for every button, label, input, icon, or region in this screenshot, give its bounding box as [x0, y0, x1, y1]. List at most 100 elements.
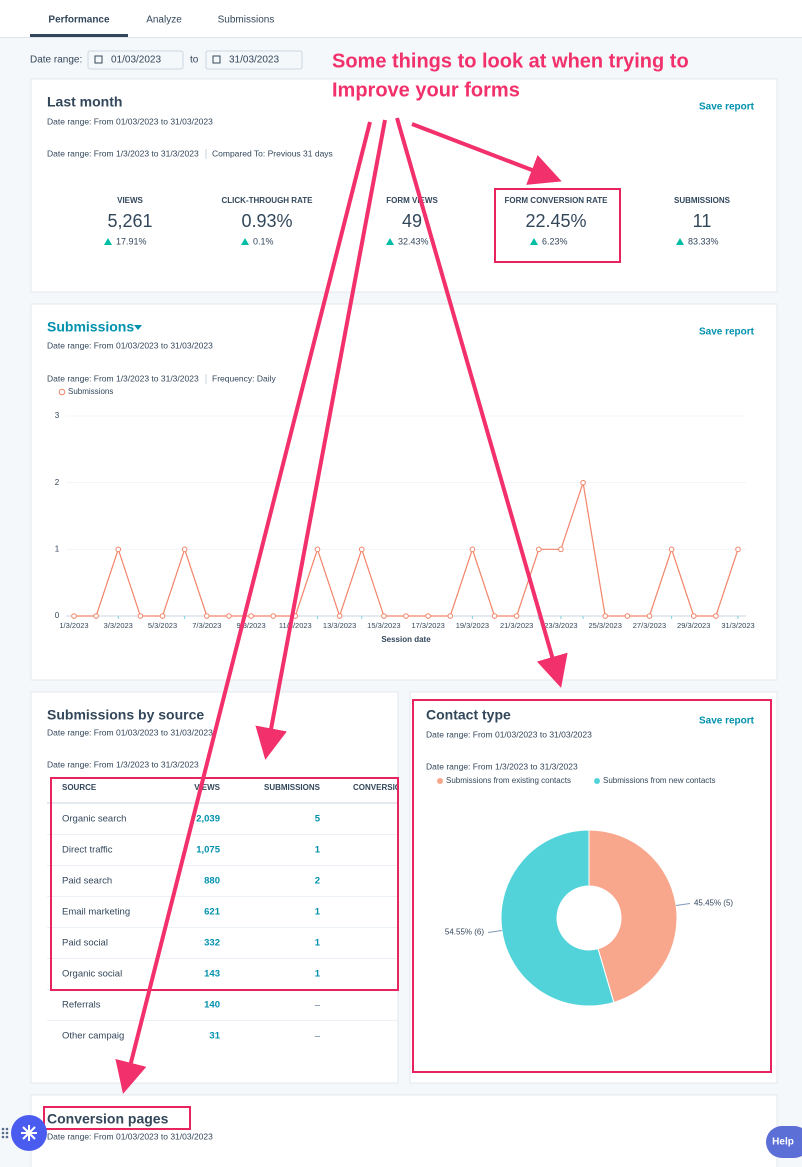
kpi-value: 5,261	[107, 211, 152, 231]
x-tick-label: 13/3/2023	[323, 621, 356, 630]
kpi-label: CLICK-THROUGH RATE	[222, 196, 314, 205]
date-range-label: Date range:	[30, 55, 82, 66]
date-from: 01/03/2023	[111, 55, 161, 66]
cell[interactable]: 1	[315, 845, 321, 856]
row-label: Organic search	[62, 814, 126, 825]
data-point	[491, 613, 498, 619]
tab-bar	[0, 0, 802, 38]
legend-label: Submissions from new contacts	[603, 776, 716, 785]
date-separator: to	[190, 55, 199, 66]
data-point	[93, 613, 99, 619]
row-label: Referrals	[62, 1000, 101, 1011]
x-tick-label: 9/3/2023	[236, 621, 265, 630]
data-point	[713, 613, 719, 619]
card	[30, 691, 399, 1084]
data-point	[425, 613, 431, 619]
slice	[500, 829, 615, 1007]
kpi-change: 17.91%	[116, 236, 147, 246]
data-point	[381, 613, 387, 619]
column-header[interactable]: SUBMISSIONS	[264, 783, 321, 792]
date-range: Date range: From 01/03/2023 to 31/03/202…	[47, 340, 213, 350]
kpi-label: VIEWS	[117, 196, 143, 205]
cell[interactable]: 1	[315, 938, 321, 949]
kpi-value: 0.93%	[241, 211, 292, 231]
data-point	[159, 613, 166, 619]
cell[interactable]: 2	[315, 876, 320, 887]
row-label: Email marketing	[62, 907, 130, 918]
data-point	[137, 613, 144, 619]
cell[interactable]: 621	[204, 907, 221, 918]
cell[interactable]: 1,075	[196, 845, 220, 856]
table: SOURCE VIEWS SUBMISSIONS CONVERSION RATE Org…	[47, 783, 431, 1042]
tab[interactable]: Submissions	[218, 15, 275, 26]
cell[interactable]: 1	[315, 907, 321, 918]
save-report[interactable]: Save report	[699, 327, 755, 338]
x-tick-label: 31/3/2023	[721, 621, 754, 630]
cell[interactable]: 880	[204, 876, 220, 887]
x-tick-label: 29/3/2023	[677, 621, 710, 630]
row-label: Paid search	[62, 876, 112, 887]
date-input[interactable]	[205, 50, 303, 70]
drag-handle[interactable]	[1, 1127, 9, 1139]
cell[interactable]: 332	[204, 938, 220, 949]
data-point	[513, 613, 520, 619]
kpi-label: FORM VIEWS	[386, 196, 438, 205]
arrow	[411, 122, 562, 185]
data-point	[403, 613, 409, 619]
slice-label: 54.55% (6)	[445, 928, 484, 937]
annotation-text: Improve your forms	[332, 79, 520, 101]
filter-range: Date range: From 1/3/2023 to 31/3/2023	[47, 759, 199, 769]
cell[interactable]: –	[315, 1000, 321, 1011]
help-button[interactable]	[766, 1126, 802, 1158]
x-tick-label: 27/3/2023	[633, 621, 666, 630]
arrow	[255, 119, 387, 760]
data-point	[358, 546, 365, 553]
cell[interactable]: 143	[204, 969, 220, 980]
filter-range: Date range: From 1/3/2023 to 31/3/2023	[426, 761, 578, 771]
help-label[interactable]: Help	[772, 1137, 794, 1148]
label-leader	[487, 930, 502, 934]
cell[interactable]: –	[315, 1031, 321, 1042]
x-tick-label: 15/3/2023	[367, 621, 400, 630]
card	[30, 78, 778, 293]
active-tab-underline	[30, 34, 128, 37]
column-header[interactable]: VIEWS	[194, 783, 220, 792]
data-point	[536, 546, 542, 553]
x-tick-label: 19/3/2023	[456, 621, 489, 630]
date-range: Date range: From 01/03/2023 to 31/03/202…	[47, 116, 213, 126]
cell[interactable]: 140	[204, 1000, 220, 1011]
date-input[interactable]	[87, 50, 184, 70]
data-point	[181, 546, 188, 553]
cell[interactable]: 2,039	[196, 814, 220, 825]
kpi-row: VIEWS 5,261 17.91% CLICK-THROUGH RATE 0.93% 0…	[104, 196, 731, 246]
frequency: Frequency: Daily	[212, 373, 277, 383]
data-point	[624, 613, 631, 619]
date-range: Date range: From 01/03/2023 to 31/03/202…	[47, 727, 213, 737]
cell[interactable]: 5	[315, 814, 321, 825]
dropdown-caret[interactable]	[134, 325, 142, 330]
column-header[interactable]: SOURCE	[62, 783, 97, 792]
calendar-icon	[94, 55, 103, 64]
cell[interactable]: 1	[315, 969, 321, 980]
y-tick-label: 2	[55, 478, 60, 487]
kpi-change: 83.33%	[688, 236, 719, 246]
card-title: Last month	[47, 94, 122, 110]
kpi-label: FORM CONVERSION RATE	[505, 196, 609, 205]
tab[interactable]: Analyze	[146, 15, 182, 26]
card-title: Submissions by source	[47, 707, 204, 723]
card-title[interactable]: Submissions	[47, 319, 134, 335]
save-report[interactable]: Save report	[699, 716, 755, 727]
cell[interactable]: 31	[209, 1031, 220, 1042]
date-range: Date range: From 01/03/2023 to 31/03/202…	[47, 1131, 213, 1141]
data-point	[602, 613, 609, 619]
x-tick-label: 1/3/2023	[59, 621, 88, 630]
up-triangle	[676, 238, 684, 245]
kpi-change: 32.43%	[398, 236, 429, 246]
x-tick-label: 25/3/2023	[589, 621, 622, 630]
tab[interactable]: Performance	[48, 15, 110, 26]
column-header[interactable]: CONVERSION RATE	[353, 783, 431, 792]
save-report[interactable]: Save report	[699, 102, 755, 113]
x-tick-label: 3/3/2023	[104, 621, 133, 630]
